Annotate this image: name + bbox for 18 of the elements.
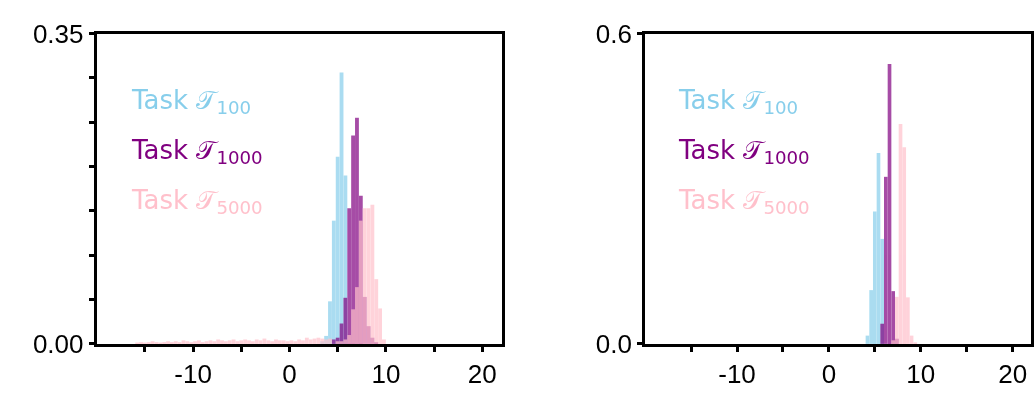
text: Task 𝒯$_{5000}$ (678, 185, 810, 219)
y-tick-label: 0.0 (595, 329, 632, 359)
x-tick-label: 10 (371, 359, 401, 390)
x-tick-label: -10 (174, 359, 212, 390)
x-tick-label: 0 (821, 359, 837, 390)
text: Task 𝒯$_{1000}$ (678, 135, 810, 169)
x-tick-label: 10 (906, 359, 936, 390)
text: Task 𝒯$_{100}$ (131, 85, 252, 119)
y-tick-label: 0.35 (32, 18, 84, 49)
y-tick-label: 0.6 (595, 18, 632, 49)
text: Task 𝒯$_{1000}$ (131, 135, 263, 169)
x-tick-label: -10 (718, 359, 756, 390)
x-tick-label: 20 (467, 359, 497, 390)
y-tick-label: 0.00 (32, 329, 84, 359)
text: Task 𝒯$_{5000}$ (131, 185, 263, 219)
text: Task 𝒯$_{100}$ (678, 85, 799, 119)
x-tick-label: 0 (282, 359, 297, 390)
x-tick-label: 20 (998, 359, 1028, 390)
